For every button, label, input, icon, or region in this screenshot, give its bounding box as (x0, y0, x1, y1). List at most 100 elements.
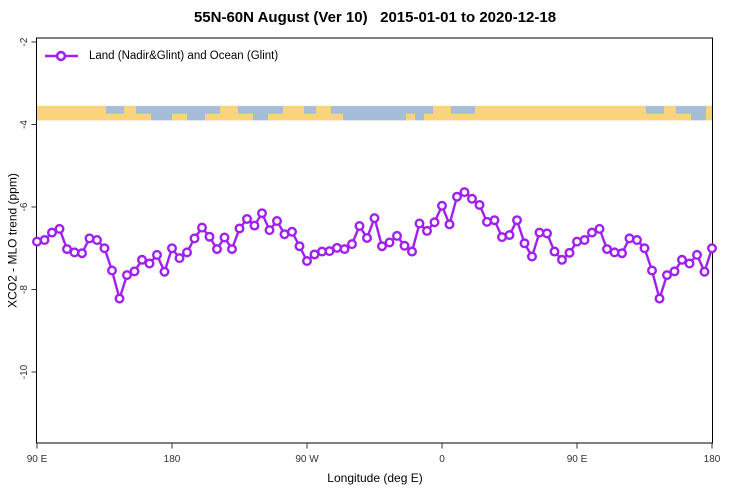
data-point (219, 232, 230, 243)
data-point (489, 215, 500, 226)
x-tick-label: 180 (704, 454, 721, 465)
x-tick-label: 90 E (27, 454, 48, 465)
data-point (557, 254, 568, 265)
map-band-water-segment (106, 105, 124, 114)
data-point (467, 193, 478, 204)
map-band-land-segment (433, 105, 451, 121)
map-band-land-segment (220, 105, 238, 121)
data-point (392, 230, 403, 241)
data-point (542, 228, 553, 239)
data-point (692, 249, 703, 260)
data-point (527, 251, 538, 262)
map-band-water-segment (205, 105, 220, 114)
map-band-land-segment (304, 113, 316, 121)
data-point (287, 226, 298, 237)
data-point (399, 240, 410, 251)
map-band-water-segment (331, 105, 343, 114)
data-point (264, 225, 275, 236)
data-point (136, 254, 147, 265)
data-point (617, 248, 628, 259)
map-band-land-segment (475, 105, 646, 121)
map-band-land-segment (205, 113, 220, 121)
data-point (121, 270, 132, 281)
data-point (91, 234, 102, 245)
data-point (654, 293, 665, 304)
data-point (302, 256, 313, 267)
data-point (662, 270, 673, 281)
data-point (347, 239, 358, 250)
map-band-water-segment (187, 105, 205, 121)
data-point (272, 216, 283, 227)
map-band-water-segment (151, 105, 172, 121)
data-point (99, 243, 110, 254)
data-line (35, 190, 714, 300)
data-point (339, 244, 350, 255)
data-point (369, 213, 380, 224)
map-band-land-segment (406, 113, 415, 121)
data-point (166, 243, 177, 254)
data-point (129, 266, 140, 277)
data-point (684, 258, 695, 269)
data-point (54, 223, 65, 234)
data-point (257, 208, 268, 219)
x-tick-label: 180 (164, 454, 181, 465)
map-band-land-segment (106, 113, 124, 121)
data-point (519, 238, 530, 249)
map-band-water-segment (691, 105, 706, 121)
y-tick-label: -2 (19, 37, 30, 46)
data-point (76, 248, 87, 259)
y-tick-label: -6 (19, 202, 30, 211)
data-point (549, 246, 560, 257)
map-band-land-segment (124, 105, 136, 121)
data-point (414, 218, 425, 229)
data-point (639, 243, 650, 254)
data-point (474, 199, 485, 210)
map-band-land-segment (283, 105, 304, 121)
data-point (181, 247, 192, 258)
data-point (594, 223, 605, 234)
data-point (512, 215, 523, 226)
data-point (354, 220, 365, 231)
data-point (444, 219, 455, 230)
map-band-water-segment (646, 105, 664, 114)
map-band-land-segment (172, 113, 187, 121)
data-point (39, 234, 50, 245)
map-band-water-segment (415, 105, 424, 121)
map-band-water-segment (451, 105, 475, 114)
legend-marker-icon (45, 50, 78, 62)
data-point (159, 266, 170, 277)
map-band-water-segment (343, 105, 406, 121)
data-point (377, 241, 388, 252)
data-point (249, 220, 260, 231)
map-band-water-segment (304, 105, 316, 114)
data-point (196, 222, 207, 233)
x-tick-label: 90 W (295, 454, 319, 465)
map-band-land-segment (664, 105, 676, 121)
map-band-water-segment (424, 105, 433, 114)
y-tick-label: -10 (19, 364, 30, 379)
map-band-land-segment (238, 113, 253, 121)
data-point (114, 293, 125, 304)
map-band-land-segment (676, 113, 691, 121)
data-point (564, 247, 575, 258)
x-tick-label: 0 (439, 454, 445, 465)
data-point (106, 265, 117, 276)
map-band-water-segment (172, 105, 187, 114)
map-band-water-segment (268, 105, 283, 114)
y-tick-label: -8 (19, 285, 30, 294)
data-point (204, 231, 215, 242)
data-point (47, 227, 58, 238)
data-point (362, 232, 373, 243)
map-band-land-segment (646, 113, 664, 121)
map-band-water-segment (676, 105, 691, 114)
map-band-land-segment (136, 113, 151, 121)
x-tick-label: 90 E (567, 454, 588, 465)
data-point (677, 254, 688, 265)
data-point (459, 187, 470, 198)
plot-border (36, 37, 713, 444)
data-point (144, 258, 155, 269)
data-point (294, 241, 305, 252)
map-band-land-segment (451, 113, 475, 121)
